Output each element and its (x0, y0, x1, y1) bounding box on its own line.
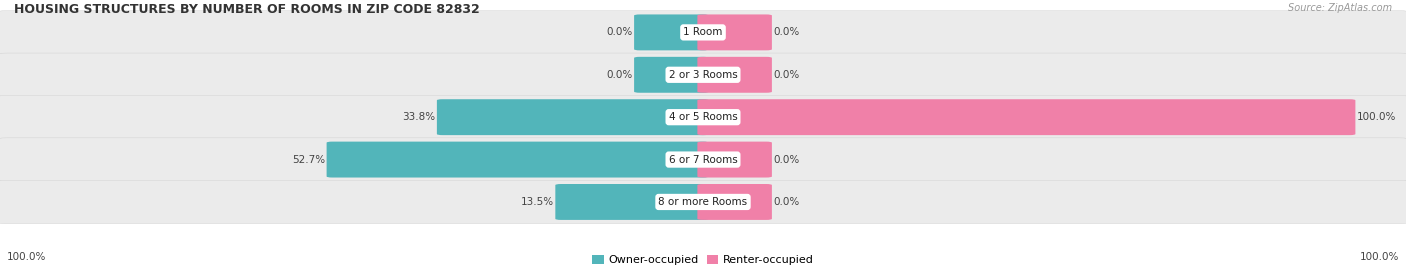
Text: 13.5%: 13.5% (520, 197, 554, 207)
FancyBboxPatch shape (697, 57, 772, 93)
Text: 100.0%: 100.0% (7, 252, 46, 262)
Text: 0.0%: 0.0% (773, 70, 800, 80)
FancyBboxPatch shape (634, 57, 709, 93)
Text: 6 or 7 Rooms: 6 or 7 Rooms (669, 154, 737, 165)
Text: 0.0%: 0.0% (773, 27, 800, 38)
FancyBboxPatch shape (0, 11, 1406, 54)
Text: 1 Room: 1 Room (683, 27, 723, 38)
FancyBboxPatch shape (555, 184, 709, 220)
FancyBboxPatch shape (697, 184, 772, 220)
Text: HOUSING STRUCTURES BY NUMBER OF ROOMS IN ZIP CODE 82832: HOUSING STRUCTURES BY NUMBER OF ROOMS IN… (14, 3, 479, 16)
Text: 2 or 3 Rooms: 2 or 3 Rooms (669, 70, 737, 80)
Text: 100.0%: 100.0% (1360, 252, 1399, 262)
FancyBboxPatch shape (437, 99, 709, 135)
Text: 0.0%: 0.0% (606, 27, 633, 38)
Text: 0.0%: 0.0% (773, 197, 800, 207)
FancyBboxPatch shape (0, 138, 1406, 181)
FancyBboxPatch shape (0, 180, 1406, 224)
FancyBboxPatch shape (0, 53, 1406, 97)
FancyBboxPatch shape (697, 14, 772, 50)
FancyBboxPatch shape (634, 14, 709, 50)
Text: 8 or more Rooms: 8 or more Rooms (658, 197, 748, 207)
Text: Source: ZipAtlas.com: Source: ZipAtlas.com (1288, 3, 1392, 13)
Text: 52.7%: 52.7% (292, 154, 325, 165)
FancyBboxPatch shape (697, 141, 772, 178)
FancyBboxPatch shape (697, 99, 1355, 135)
Legend: Owner-occupied, Renter-occupied: Owner-occupied, Renter-occupied (588, 251, 818, 270)
FancyBboxPatch shape (0, 95, 1406, 139)
Text: 4 or 5 Rooms: 4 or 5 Rooms (669, 112, 737, 122)
Text: 0.0%: 0.0% (773, 154, 800, 165)
Text: 33.8%: 33.8% (402, 112, 436, 122)
Text: 0.0%: 0.0% (606, 70, 633, 80)
FancyBboxPatch shape (326, 141, 709, 178)
Text: 100.0%: 100.0% (1357, 112, 1396, 122)
